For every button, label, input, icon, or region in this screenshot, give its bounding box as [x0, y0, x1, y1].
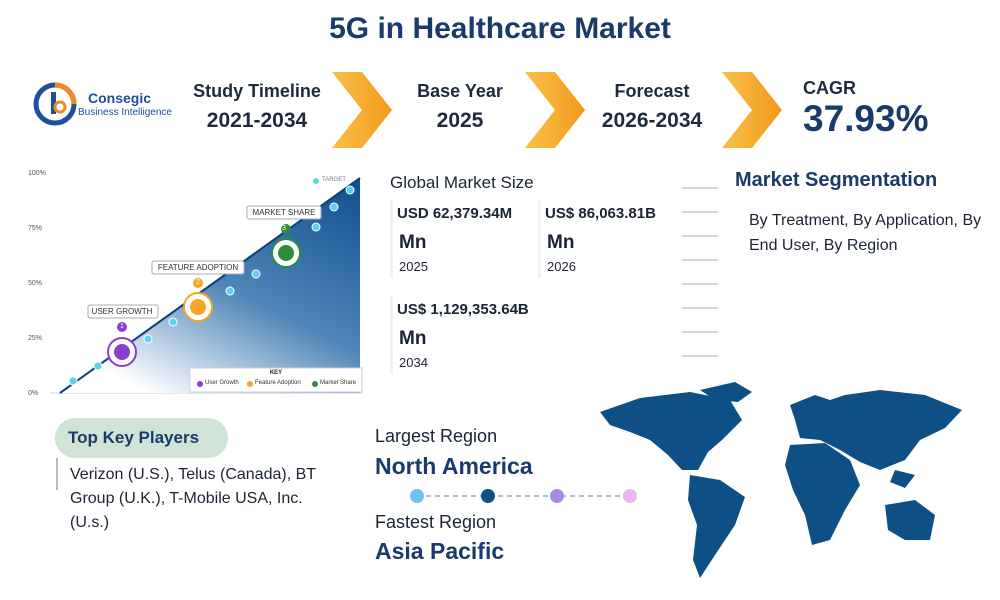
size-value: US$ 86,063.81B — [545, 205, 656, 222]
world-map — [600, 382, 962, 578]
size-year: 2026 — [547, 259, 576, 274]
title: 5G in Healthcare Market — [329, 12, 671, 45]
stat-value: 2025 — [436, 109, 484, 132]
size-value: US$ 1,129,353.64B — [397, 301, 529, 318]
illustration — [25, 165, 370, 398]
milestone-label: FEATURE ADOPTION — [157, 263, 239, 272]
players-title: Top Key Players — [68, 428, 200, 447]
milestone-number: 2 — [196, 279, 200, 286]
stat-value: 2026-2034 — [601, 109, 703, 132]
size-unit: Mn — [399, 232, 427, 253]
stat-label: CAGR — [803, 78, 856, 98]
chevrons — [332, 72, 782, 148]
players-pill — [55, 418, 228, 458]
milestone-number: 3 — [282, 225, 286, 232]
players-text: Verizon (U.S.), Telus (Canada), BT Group… — [70, 466, 316, 531]
size-unit: Mn — [399, 328, 427, 349]
region-name: Asia Pacific — [375, 538, 505, 564]
region-connector — [410, 489, 637, 503]
region-label: Largest Region — [375, 426, 498, 446]
y-tick-label: 50% — [28, 280, 43, 287]
stat-label: Base Year — [417, 81, 503, 101]
market-size-title: Global Market Size — [390, 173, 534, 192]
size-year: 2025 — [399, 259, 428, 274]
key-item: Market Share — [320, 380, 357, 386]
size-year: 2034 — [399, 355, 428, 370]
segmentation-title: Market Segmentation — [735, 169, 938, 191]
key-item: User Growth — [205, 380, 239, 386]
key-item: Feature Adoption — [255, 380, 301, 386]
segmentation-text: By Treatment, By Application, By End Use… — [749, 212, 982, 254]
size-unit: Mn — [547, 232, 575, 253]
key-title: KEY — [269, 370, 283, 376]
y-tick-label: 75% — [28, 225, 43, 232]
logo-tagline: Business Intelligence — [78, 107, 172, 118]
region-name: North America — [375, 453, 533, 479]
stat-label: Study Timeline — [193, 81, 321, 101]
y-tick-label: 25% — [28, 335, 43, 342]
size-value: USD 62,379.34M — [397, 205, 513, 222]
y-tick-label: 0% — [28, 390, 39, 397]
milestone-number: 1 — [120, 323, 124, 330]
stat-value: 2021-2034 — [206, 109, 308, 132]
segmentation-line — [682, 175, 718, 371]
stat-label: Forecast — [614, 81, 690, 101]
logo-mark — [33, 82, 77, 126]
region-label: Fastest Region — [375, 512, 497, 532]
size-frames — [390, 200, 541, 374]
milestone-label: USER GROWTH — [91, 307, 153, 316]
logo-name: Consegic — [88, 90, 152, 106]
target-label: TARGET — [322, 177, 346, 183]
y-tick-label: 100% — [28, 170, 46, 177]
milestone-label: MARKET SHARE — [252, 208, 316, 217]
cagr-value: 37.93% — [803, 98, 929, 139]
